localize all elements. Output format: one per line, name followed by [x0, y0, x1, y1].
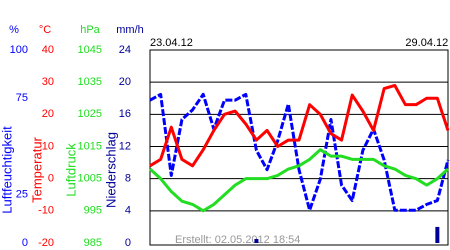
y-tick-label: 1045 — [78, 44, 102, 56]
y-tick-label: 0 — [48, 173, 54, 185]
y-tick-label: 100 — [10, 44, 28, 56]
y-tick-label: 20 — [119, 76, 131, 88]
y-tick-label: 20 — [42, 108, 54, 120]
x-tick-label: 29.04.12 — [405, 37, 448, 49]
axis-name: Luftdruck — [63, 143, 78, 197]
axis-unit: hPa — [80, 24, 100, 36]
y-tick-label: -20 — [38, 237, 54, 249]
y-tick-label: 1005 — [78, 173, 102, 185]
axis-unit: mm/h — [116, 24, 144, 36]
series-line — [149, 92, 450, 212]
y-tick-label: 30 — [42, 76, 54, 88]
y-tick-label: 24 — [119, 44, 131, 56]
created-note: Erstellt: 02.05.2012 18:54 — [175, 234, 300, 246]
series-line — [149, 83, 450, 168]
rain-bar — [254, 238, 259, 243]
y-tick-label: 8 — [125, 173, 131, 185]
axis-name: Niederschlag — [103, 132, 118, 208]
axis-unit: % — [9, 24, 19, 36]
axis-unit: °C — [39, 24, 51, 36]
y-tick-label: 75 — [16, 92, 28, 104]
y-tick-label: 40 — [42, 44, 54, 56]
y-tick-label: 16 — [119, 108, 131, 120]
y-tick-label: 1035 — [78, 76, 102, 88]
y-tick-label: 4 — [125, 205, 131, 217]
axis-name: Luftfeuchtigkeit — [0, 126, 14, 214]
y-tick-label: 12 — [119, 140, 131, 152]
rain-bar — [435, 226, 440, 243]
y-tick-label: 1025 — [78, 108, 102, 120]
y-tick-label: 995 — [84, 205, 102, 217]
y-tick-label: 1015 — [78, 140, 102, 152]
y-tick-label: 985 — [84, 237, 102, 249]
y-tick-label: 25 — [16, 189, 28, 201]
y-tick-label: 0 — [125, 237, 131, 249]
axis-name: Temperatur — [29, 136, 44, 202]
plot-area — [149, 49, 449, 246]
y-tick-label: 10 — [42, 140, 54, 152]
x-tick-label: 23.04.12 — [150, 37, 193, 49]
y-tick-label: 0 — [22, 237, 28, 249]
y-tick-label: -10 — [38, 205, 54, 217]
series-line — [148, 148, 450, 213]
